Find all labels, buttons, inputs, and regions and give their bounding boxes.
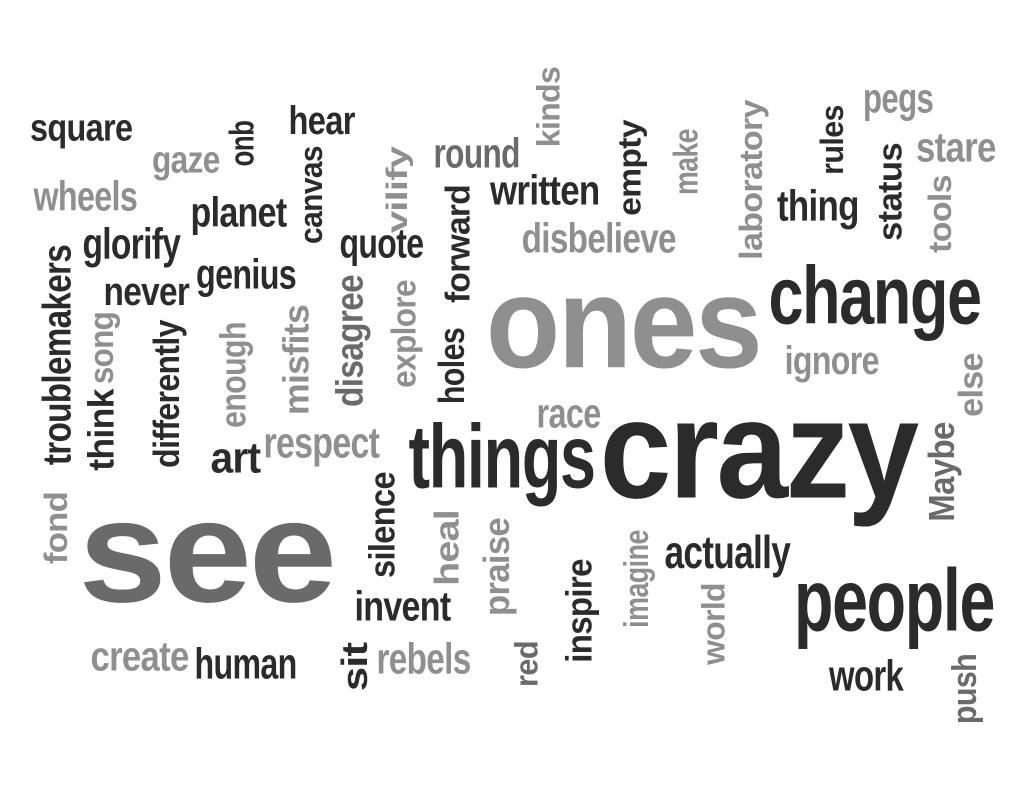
- word: tools: [923, 175, 959, 253]
- word: inspire: [559, 559, 600, 663]
- word: race: [536, 390, 601, 438]
- word: planet: [189, 189, 287, 237]
- word: crazy: [599, 375, 920, 529]
- word: work: [829, 651, 904, 701]
- word: world: [696, 583, 732, 665]
- word: push: [946, 653, 984, 725]
- word: change: [767, 251, 982, 343]
- word: else: [952, 353, 990, 417]
- word: explore: [385, 280, 423, 388]
- word: Maybe: [921, 422, 962, 522]
- word: create: [90, 633, 189, 681]
- word: written: [489, 167, 600, 215]
- word: status: [871, 143, 909, 241]
- word: genius: [196, 251, 297, 299]
- word: laboratory: [734, 100, 770, 260]
- word: differently: [146, 320, 187, 468]
- word: pegs: [863, 75, 934, 123]
- word: people: [793, 553, 995, 651]
- word: troublemakers: [35, 244, 80, 466]
- word: make: [667, 128, 705, 196]
- word: ignore: [784, 339, 879, 383]
- word: quote: [338, 220, 424, 268]
- word: actually: [663, 527, 790, 579]
- word: stare: [915, 124, 996, 172]
- word: round: [433, 130, 520, 178]
- word: disbelieve: [521, 215, 676, 263]
- word: imagine: [618, 530, 656, 628]
- word: rules: [815, 105, 851, 175]
- word: art: [210, 433, 261, 483]
- word: praise: [477, 517, 517, 617]
- word: glorify: [81, 219, 180, 269]
- word: invent: [353, 583, 451, 631]
- word: quo: [227, 120, 265, 166]
- word: heal: [428, 510, 466, 586]
- word: canvas: [293, 146, 329, 244]
- word: ones: [485, 253, 763, 397]
- word: misfits: [276, 304, 316, 416]
- word: red: [509, 641, 545, 687]
- word: enough: [214, 322, 254, 428]
- word: wheels: [32, 173, 137, 221]
- word: respect: [262, 418, 379, 468]
- word: holes: [432, 327, 473, 405]
- word: song: [83, 311, 121, 385]
- word: forward: [439, 184, 477, 304]
- word: square: [30, 107, 133, 149]
- word: think: [81, 389, 122, 471]
- word: human: [194, 639, 297, 689]
- word: see: [78, 473, 337, 635]
- word: fond: [38, 491, 74, 565]
- word: silence: [363, 472, 403, 578]
- word: hear: [288, 99, 355, 143]
- word: empty: [612, 120, 648, 216]
- word: kinds: [531, 66, 567, 148]
- word: rebels: [375, 634, 471, 684]
- word: gaze: [151, 139, 220, 181]
- word: things: [407, 408, 596, 508]
- word: thing: [777, 181, 859, 231]
- word: sit: [335, 642, 375, 692]
- word: never: [102, 270, 189, 314]
- word: disagree: [329, 274, 371, 408]
